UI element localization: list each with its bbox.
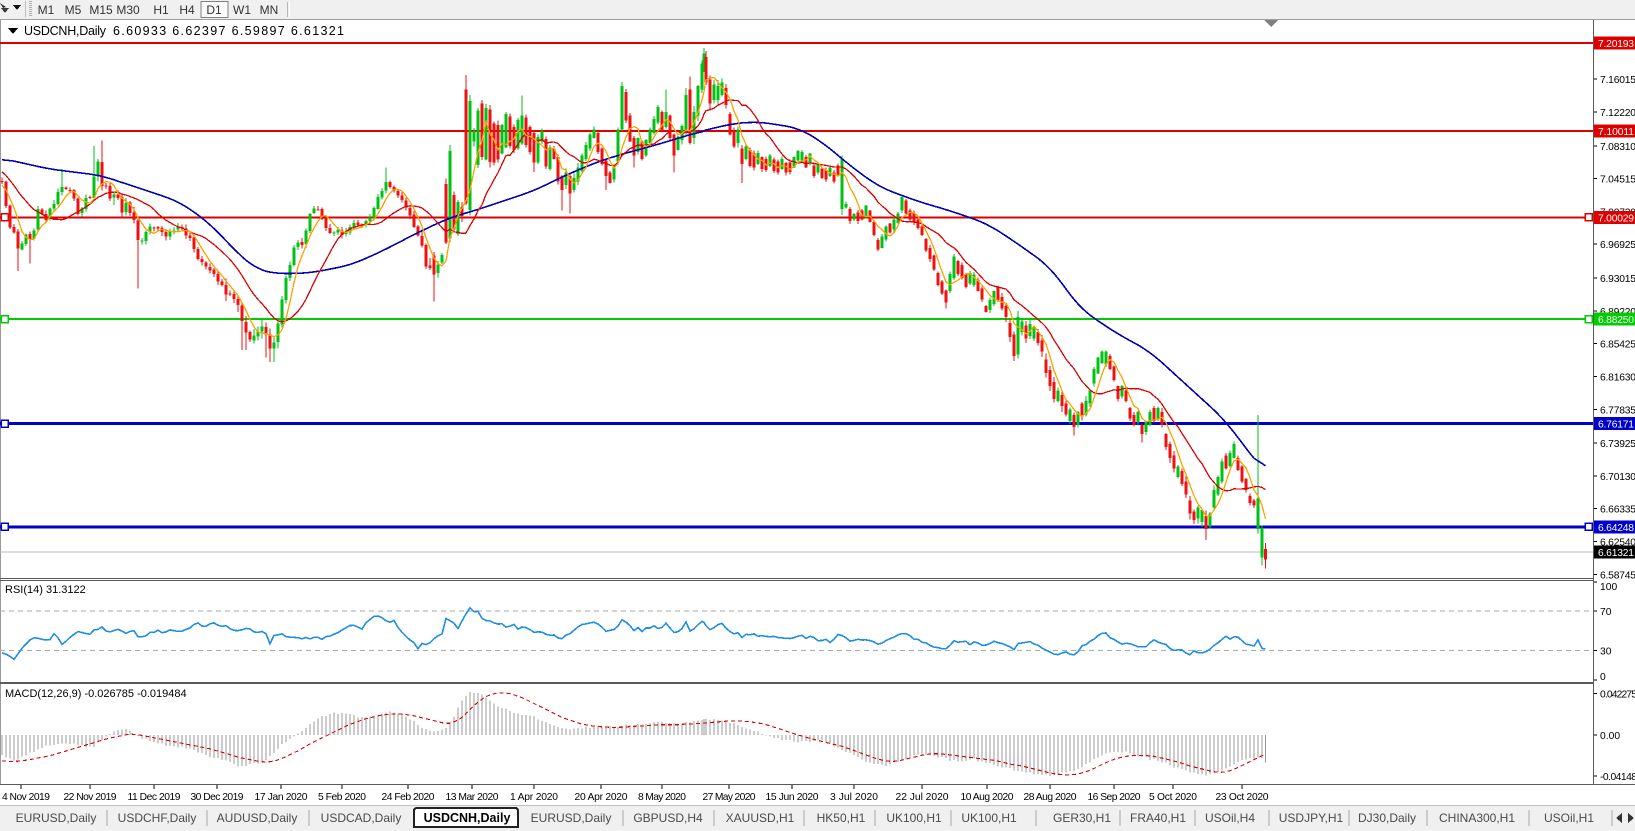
svg-text:11 Dec 2019: 11 Dec 2019 bbox=[128, 792, 181, 803]
svg-text:15 Jun 2020: 15 Jun 2020 bbox=[766, 792, 819, 803]
svg-text:17 Jan 2020: 17 Jan 2020 bbox=[255, 792, 308, 803]
svg-text:H1: H1 bbox=[153, 3, 169, 17]
svg-text:USDCHF,Daily: USDCHF,Daily bbox=[118, 811, 197, 825]
svg-text:6.96925: 6.96925 bbox=[1600, 240, 1635, 251]
svg-text:USDCNH,Daily: USDCNH,Daily bbox=[24, 24, 107, 38]
svg-text:D1: D1 bbox=[206, 3, 222, 17]
svg-text:6.60933 6.62397 6.59897 6.6132: 6.60933 6.62397 6.59897 6.61321 bbox=[113, 24, 344, 38]
svg-text:W1: W1 bbox=[233, 3, 251, 17]
svg-text:22 Nov 2019: 22 Nov 2019 bbox=[64, 792, 117, 803]
svg-text:0.042275: 0.042275 bbox=[1600, 689, 1635, 700]
svg-text:4 Nov 2019: 4 Nov 2019 bbox=[2, 792, 50, 803]
svg-text:6.89220: 6.89220 bbox=[1600, 307, 1635, 318]
svg-text:EURUSD,Daily: EURUSD,Daily bbox=[16, 811, 97, 825]
svg-text:3 Jul 2020: 3 Jul 2020 bbox=[830, 792, 878, 803]
svg-text:M1: M1 bbox=[38, 3, 55, 17]
svg-text:10 Aug 2020: 10 Aug 2020 bbox=[961, 792, 1014, 803]
svg-text:6.77835: 6.77835 bbox=[1600, 405, 1635, 416]
svg-text:23 Oct 2020: 23 Oct 2020 bbox=[1216, 792, 1269, 803]
svg-text:6.76171: 6.76171 bbox=[1598, 420, 1634, 431]
svg-text:28 Aug 2020: 28 Aug 2020 bbox=[1024, 792, 1077, 803]
svg-text:M30: M30 bbox=[116, 3, 140, 17]
svg-text:UK100,H1: UK100,H1 bbox=[961, 811, 1017, 825]
svg-text:30: 30 bbox=[1600, 647, 1612, 658]
svg-text:22 Jul 2020: 22 Jul 2020 bbox=[896, 792, 949, 803]
svg-text:0.00: 0.00 bbox=[1600, 731, 1620, 742]
svg-text:5 Oct 2020: 5 Oct 2020 bbox=[1149, 792, 1197, 803]
svg-text:-0.04148: -0.04148 bbox=[1600, 772, 1635, 783]
svg-text:6.61321: 6.61321 bbox=[1598, 548, 1634, 559]
svg-text:GBPUSD,H4: GBPUSD,H4 bbox=[633, 811, 703, 825]
svg-text:USDJPY,H1: USDJPY,H1 bbox=[1279, 811, 1344, 825]
svg-text:CHINA300,H1: CHINA300,H1 bbox=[1439, 811, 1515, 825]
svg-text:16 Sep 2020: 16 Sep 2020 bbox=[1088, 792, 1141, 803]
svg-text:6.70130: 6.70130 bbox=[1600, 472, 1635, 483]
svg-text:EURUSD,Daily: EURUSD,Daily bbox=[531, 811, 612, 825]
svg-text:7.20193: 7.20193 bbox=[1598, 39, 1634, 50]
svg-text:13 Mar 2020: 13 Mar 2020 bbox=[446, 792, 499, 803]
svg-text:7.12220: 7.12220 bbox=[1600, 108, 1635, 119]
svg-text:30 Dec 2019: 30 Dec 2019 bbox=[191, 792, 244, 803]
svg-text:MACD(12,26,9) -0.026785 -0.019: MACD(12,26,9) -0.026785 -0.019484 bbox=[5, 688, 187, 700]
svg-text:20 Apr 2020: 20 Apr 2020 bbox=[575, 792, 628, 803]
svg-text:MN: MN bbox=[260, 3, 279, 17]
svg-text:7.10011: 7.10011 bbox=[1598, 127, 1634, 138]
svg-text:100: 100 bbox=[1600, 582, 1617, 593]
svg-text:HK50,H1: HK50,H1 bbox=[817, 811, 866, 825]
svg-text:USOil,H1: USOil,H1 bbox=[1544, 811, 1594, 825]
svg-text:RSI(14) 31.3122: RSI(14) 31.3122 bbox=[5, 584, 86, 596]
svg-text:M5: M5 bbox=[65, 3, 82, 17]
svg-text:6.64248: 6.64248 bbox=[1598, 523, 1634, 534]
svg-text:6.66335: 6.66335 bbox=[1600, 505, 1635, 516]
svg-text:6.88250: 6.88250 bbox=[1598, 315, 1634, 326]
svg-text:6.73925: 6.73925 bbox=[1600, 439, 1635, 450]
svg-text:7.04515: 7.04515 bbox=[1600, 175, 1635, 186]
svg-text:XAUUSD,H1: XAUUSD,H1 bbox=[726, 811, 795, 825]
svg-text:27 May 2020: 27 May 2020 bbox=[703, 792, 756, 803]
svg-text:H4: H4 bbox=[179, 3, 195, 17]
svg-text:AUDUSD,Daily: AUDUSD,Daily bbox=[217, 811, 298, 825]
svg-text:6.81630: 6.81630 bbox=[1600, 373, 1635, 384]
svg-text:7.16015: 7.16015 bbox=[1600, 75, 1635, 86]
svg-text:24 Feb 2020: 24 Feb 2020 bbox=[382, 792, 435, 803]
svg-text:USDCNH,Daily: USDCNH,Daily bbox=[424, 811, 511, 825]
svg-text:UK100,H1: UK100,H1 bbox=[886, 811, 942, 825]
svg-text:6.58745: 6.58745 bbox=[1600, 570, 1635, 581]
svg-text:6.93015: 6.93015 bbox=[1600, 274, 1635, 285]
svg-text:5 Feb 2020: 5 Feb 2020 bbox=[318, 792, 366, 803]
svg-text:7.00029: 7.00029 bbox=[1598, 213, 1634, 224]
svg-text:USDCAD,Daily: USDCAD,Daily bbox=[321, 811, 402, 825]
svg-text:FRA40,H1: FRA40,H1 bbox=[1130, 811, 1186, 825]
svg-text:USOil,H4: USOil,H4 bbox=[1205, 811, 1255, 825]
svg-text:8 May 2020: 8 May 2020 bbox=[638, 792, 686, 803]
svg-text:0: 0 bbox=[1600, 672, 1606, 683]
svg-text:GER30,H1: GER30,H1 bbox=[1053, 811, 1111, 825]
svg-text:6.62540: 6.62540 bbox=[1600, 538, 1635, 549]
svg-text:70: 70 bbox=[1600, 607, 1612, 618]
svg-text:7.08310: 7.08310 bbox=[1600, 142, 1635, 153]
svg-text:M15: M15 bbox=[89, 3, 113, 17]
svg-text:DJ30,Daily: DJ30,Daily bbox=[1358, 811, 1416, 825]
svg-text:6.85425: 6.85425 bbox=[1600, 340, 1635, 351]
svg-text:1 Apr 2020: 1 Apr 2020 bbox=[510, 792, 558, 803]
